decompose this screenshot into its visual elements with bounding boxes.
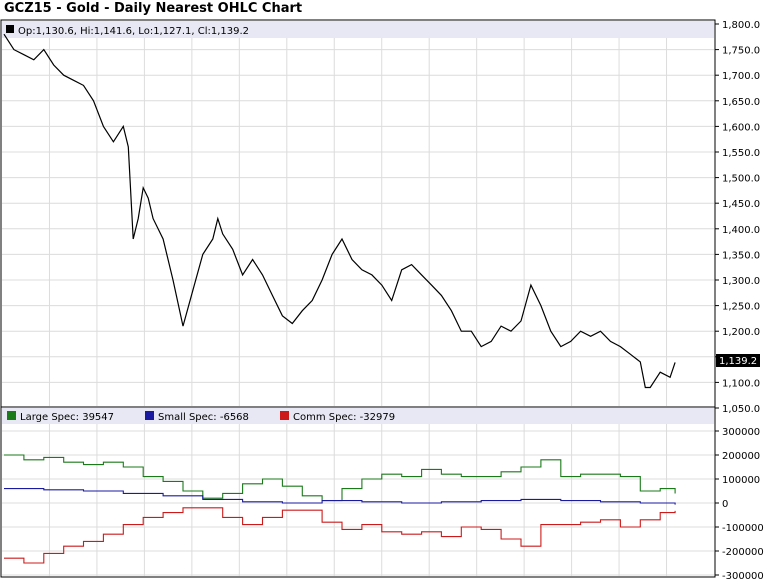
price-tick-label: 1,650.0: [722, 97, 760, 108]
cot-gridlines: [2, 424, 714, 576]
price-axis: 1,800.0 1,750.0 1,700.0 1,650.0 1,600.0 1,550…: [715, 20, 760, 415]
price-tick-label: 1,450.0: [722, 199, 760, 210]
cot-series-line-2: [4, 507, 676, 564]
price-tick-label: 1,400.0: [722, 225, 760, 236]
price-panel-frame: [0, 19, 716, 408]
price-tick-label: 1,100.0: [722, 378, 760, 389]
legend-swatch-large-spec: [7, 411, 16, 420]
cot-tick-label: 200000: [722, 451, 760, 462]
cot-series: [4, 454, 676, 564]
ohlc-label-background: [2, 21, 714, 38]
price-tick-label: 1,750.0: [722, 46, 760, 57]
legend-label-large-spec: Large Spec: 39547: [20, 412, 114, 423]
cot-panel-frame: [0, 406, 716, 578]
cot-axis: 300000 200000 100000 0 -100000 -200000 -300000: [715, 427, 764, 579]
legend: Large Spec: 39547 Small Spec: -6568 Comm…: [7, 411, 395, 423]
legend-label-small-spec: Small Spec: -6568: [158, 412, 249, 423]
cot-tick-label: -200000: [722, 547, 764, 558]
price-tick-label: 1,550.0: [722, 148, 760, 159]
cot-tick-label: -300000: [722, 571, 764, 579]
ohlc-marker: [6, 25, 14, 33]
cot-tick-label: -100000: [722, 523, 764, 534]
legend-background: [2, 408, 714, 424]
price-tick-label: 1,600.0: [722, 122, 760, 133]
price-tick-label: 1,200.0: [722, 327, 760, 338]
last-value-label: 1,139.2: [719, 356, 757, 367]
legend-label-comm-spec: Comm Spec: -32979: [293, 412, 395, 423]
price-series-line-0: [3, 33, 676, 389]
price-tick-label: 1,250.0: [722, 302, 760, 313]
legend-swatch-small-spec: [145, 411, 154, 420]
price-tick-label: 1,700.0: [722, 71, 760, 82]
price-gridlines: [2, 38, 714, 406]
price-tick-label: 1,800.0: [722, 20, 760, 31]
last-value-marker: [716, 354, 760, 367]
price-tick-label: 1,350.0: [722, 250, 760, 261]
legend-swatch-comm-spec: [280, 411, 289, 420]
ohlc-label: Op:1,130.6, Hi:1,141.6, Lo:1,127.1, Cl:1…: [18, 26, 249, 37]
price-tick-label: 1,300.0: [722, 276, 760, 287]
cot-tick-label: 0: [722, 499, 728, 510]
cot-tick-label: 300000: [722, 427, 760, 438]
price-tick-label: 1,050.0: [722, 404, 760, 415]
price-series: [3, 33, 676, 389]
cot-tick-label: 100000: [722, 475, 760, 486]
chart-title: GCZ15 - Gold - Daily Nearest OHLC Chart: [4, 1, 303, 16]
cot-series-line-1: [4, 488, 676, 505]
price-tick-label: 1,500.0: [722, 174, 760, 185]
